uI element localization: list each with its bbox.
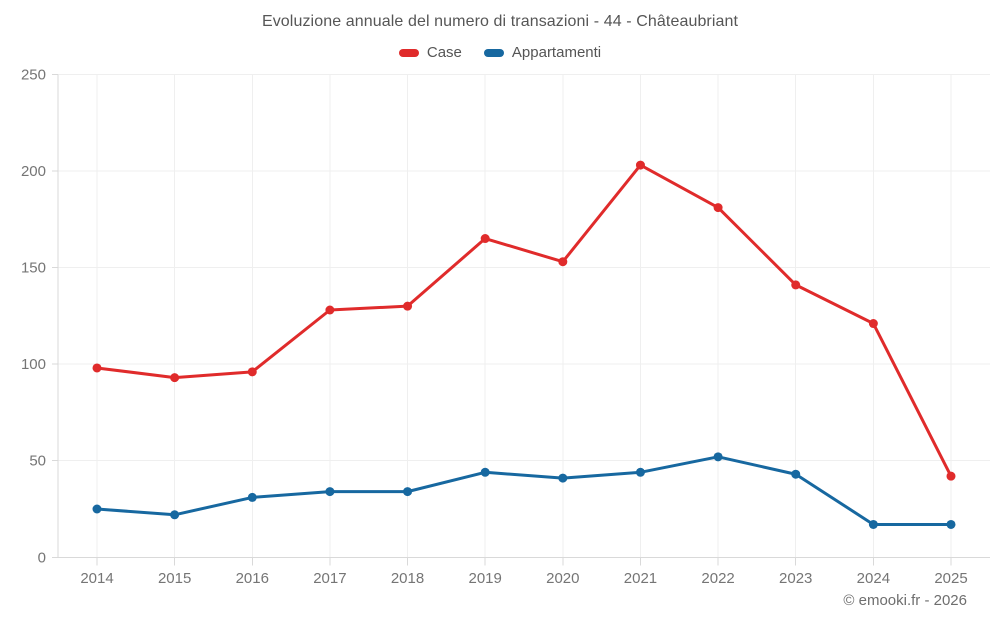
- case-data-point[interactable]: [635, 160, 645, 170]
- case-data-point[interactable]: [403, 301, 413, 311]
- chart-legend: Case Appartamenti: [0, 44, 1000, 61]
- chart-title: Evoluzione annuale del numero di transaz…: [261, 13, 739, 30]
- case-data-point[interactable]: [480, 234, 490, 244]
- case-data-point[interactable]: [92, 363, 102, 373]
- case-data-point[interactable]: [325, 305, 335, 315]
- y-axis-label: 0: [38, 549, 46, 566]
- x-axis-label: 2025: [934, 570, 967, 587]
- appartamenti-series-swatch-icon: [483, 48, 504, 57]
- attribution-text: © emooki.fr - 2026: [843, 592, 967, 609]
- x-axis-label: 2014: [80, 570, 113, 587]
- appartamenti-data-point[interactable]: [403, 487, 413, 497]
- case-data-point[interactable]: [170, 373, 180, 383]
- appartamenti-data-point[interactable]: [92, 504, 102, 514]
- y-axis-label: 50: [29, 453, 46, 470]
- x-axis-label: 2016: [236, 570, 269, 587]
- legend-label-case: Case: [426, 44, 462, 61]
- x-axis-label: 2018: [391, 570, 424, 587]
- appartamenti-data-point[interactable]: [635, 467, 645, 477]
- appartamenti-data-point[interactable]: [170, 510, 180, 520]
- appartamenti-series-line: [95, 455, 953, 526]
- y-axis-label: 100: [21, 356, 46, 373]
- appartamenti-data-point[interactable]: [713, 452, 723, 462]
- appartamenti-data-point[interactable]: [868, 519, 878, 529]
- case-data-point[interactable]: [868, 319, 878, 329]
- y-axis-label: 250: [21, 66, 46, 83]
- x-axis-label: 2024: [857, 570, 890, 587]
- x-axis-label: 2022: [701, 570, 734, 587]
- appartamenti-data-point[interactable]: [325, 487, 335, 497]
- legend-item-case[interactable]: Case: [398, 44, 462, 61]
- case-data-point[interactable]: [558, 257, 568, 267]
- x-axis-label: 2023: [779, 570, 812, 587]
- x-axis-label: 2021: [624, 570, 657, 587]
- y-axis-label: 150: [21, 260, 46, 277]
- x-axis-label: 2017: [313, 570, 346, 587]
- legend-label-appartamenti: Appartamenti: [511, 44, 602, 61]
- x-axis-label: 2015: [158, 570, 191, 587]
- y-axis-label: 200: [21, 163, 46, 180]
- case-data-point[interactable]: [946, 471, 956, 481]
- appartamenti-data-point[interactable]: [946, 519, 956, 529]
- appartamenti-data-point[interactable]: [791, 469, 801, 479]
- case-data-point[interactable]: [247, 367, 257, 377]
- appartamenti-data-point[interactable]: [480, 467, 490, 477]
- case-data-point[interactable]: [791, 280, 801, 290]
- legend-item-appartamenti[interactable]: Appartamenti: [483, 44, 602, 61]
- case-series-line: [95, 163, 953, 478]
- case-series-swatch-icon: [398, 48, 419, 57]
- appartamenti-data-point[interactable]: [558, 473, 568, 483]
- x-axis-label: 2020: [546, 570, 579, 587]
- appartamenti-data-point[interactable]: [247, 492, 257, 502]
- case-data-point[interactable]: [713, 203, 723, 213]
- x-axis-label: 2019: [468, 570, 501, 587]
